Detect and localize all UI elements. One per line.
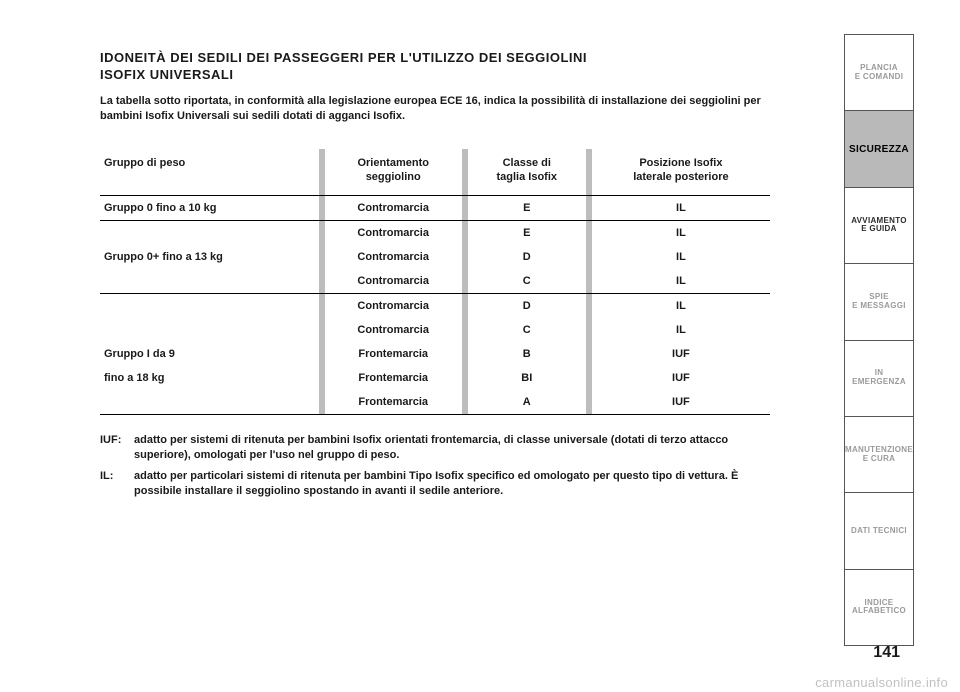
cell-class: C: [468, 318, 586, 342]
cell-class: E: [468, 195, 586, 220]
cell-orientation: Frontemarcia: [325, 366, 462, 390]
col-header-orientation: Orientamento seggiolino: [325, 149, 462, 195]
col-header-group: Gruppo di peso: [100, 149, 319, 195]
cell-position: IL: [592, 195, 770, 220]
table-row: Gruppo 0+ fino a 13 kgContromarciaDIL: [100, 245, 770, 269]
cell-group: [100, 269, 319, 294]
cell-group: [100, 390, 319, 415]
table-row: ContromarciaCIL: [100, 318, 770, 342]
cell-class: C: [468, 269, 586, 294]
table-body: Gruppo 0 fino a 10 kgContromarciaEILCont…: [100, 195, 770, 414]
table-row: fino a 18 kgFrontemarciaBIIUF: [100, 366, 770, 390]
section-tab[interactable]: INDICEALFABETICO: [844, 569, 914, 646]
cell-orientation: Contromarcia: [325, 195, 462, 220]
cell-position: IL: [592, 269, 770, 294]
cell-group: [100, 293, 319, 318]
cell-group: fino a 18 kg: [100, 366, 319, 390]
section-tab[interactable]: MANUTENZIONEE CURA: [844, 416, 914, 492]
page-title: IDONEITÀ DEI SEDILI DEI PASSEGGERI PER L…: [100, 50, 770, 84]
cell-class: BI: [468, 366, 586, 390]
cell-orientation: Frontemarcia: [325, 390, 462, 415]
intro-paragraph: La tabella sotto riportata, in conformit…: [100, 94, 770, 124]
legend-text: adatto per particolari sistemi di ritenu…: [134, 469, 770, 499]
cell-position: IL: [592, 293, 770, 318]
col-header-position: Posizione Isofix laterale posteriore: [592, 149, 770, 195]
cell-class: D: [468, 293, 586, 318]
cell-group: Gruppo I da 9: [100, 342, 319, 366]
page-number: 141: [873, 644, 900, 662]
legend-item-il: IL: adatto per particolari sistemi di ri…: [100, 469, 770, 499]
section-tab[interactable]: IN EMERGENZA: [844, 340, 914, 416]
table-row: Gruppo I da 9FrontemarciaBIUF: [100, 342, 770, 366]
cell-position: IUF: [592, 390, 770, 415]
cell-orientation: Frontemarcia: [325, 342, 462, 366]
page-content: IDONEITÀ DEI SEDILI DEI PASSEGGERI PER L…: [100, 50, 770, 504]
cell-class: B: [468, 342, 586, 366]
cell-orientation: Contromarcia: [325, 293, 462, 318]
table-row: ContromarciaEIL: [100, 220, 770, 245]
title-line-1: IDONEITÀ DEI SEDILI DEI PASSEGGERI PER L…: [100, 50, 587, 65]
legend-item-iuf: IUF: adatto per sistemi di ritenuta per …: [100, 433, 770, 463]
legend-key: IL:: [100, 469, 134, 499]
cell-position: IL: [592, 318, 770, 342]
section-tab[interactable]: DATI TECNICI: [844, 492, 914, 568]
cell-class: A: [468, 390, 586, 415]
cell-group: Gruppo 0 fino a 10 kg: [100, 195, 319, 220]
cell-group: Gruppo 0+ fino a 13 kg: [100, 245, 319, 269]
section-tab[interactable]: SICUREZZA: [844, 110, 914, 186]
cell-orientation: Contromarcia: [325, 318, 462, 342]
cell-orientation: Contromarcia: [325, 220, 462, 245]
cell-group: [100, 220, 319, 245]
section-tab[interactable]: SPIEE MESSAGGI: [844, 263, 914, 339]
section-tab[interactable]: AVVIAMENTOE GUIDA: [844, 187, 914, 263]
col-header-class: Classe di taglia Isofix: [468, 149, 586, 195]
cell-orientation: Contromarcia: [325, 245, 462, 269]
table-row: ContromarciaDIL: [100, 293, 770, 318]
cell-position: IL: [592, 220, 770, 245]
cell-class: D: [468, 245, 586, 269]
manual-page: IDONEITÀ DEI SEDILI DEI PASSEGGERI PER L…: [40, 30, 920, 670]
legend-key: IUF:: [100, 433, 134, 463]
cell-group: [100, 318, 319, 342]
cell-orientation: Contromarcia: [325, 269, 462, 294]
section-tabs: PLANCIAE COMANDISICUREZZAAVVIAMENTOE GUI…: [844, 34, 914, 646]
table-row: FrontemarciaAIUF: [100, 390, 770, 415]
table-row: ContromarciaCIL: [100, 269, 770, 294]
watermark: carmanualsonline.info: [815, 675, 948, 690]
cell-class: E: [468, 220, 586, 245]
cell-position: IUF: [592, 366, 770, 390]
legend: IUF: adatto per sistemi di ritenuta per …: [100, 433, 770, 498]
title-line-2: ISOFIX UNIVERSALI: [100, 67, 233, 82]
table-row: Gruppo 0 fino a 10 kgContromarciaEIL: [100, 195, 770, 220]
section-tab[interactable]: PLANCIAE COMANDI: [844, 34, 914, 110]
cell-position: IUF: [592, 342, 770, 366]
cell-position: IL: [592, 245, 770, 269]
isofix-table: Gruppo di peso Orientamento seggiolino C…: [100, 149, 770, 415]
legend-text: adatto per sistemi di ritenuta per bambi…: [134, 433, 770, 463]
